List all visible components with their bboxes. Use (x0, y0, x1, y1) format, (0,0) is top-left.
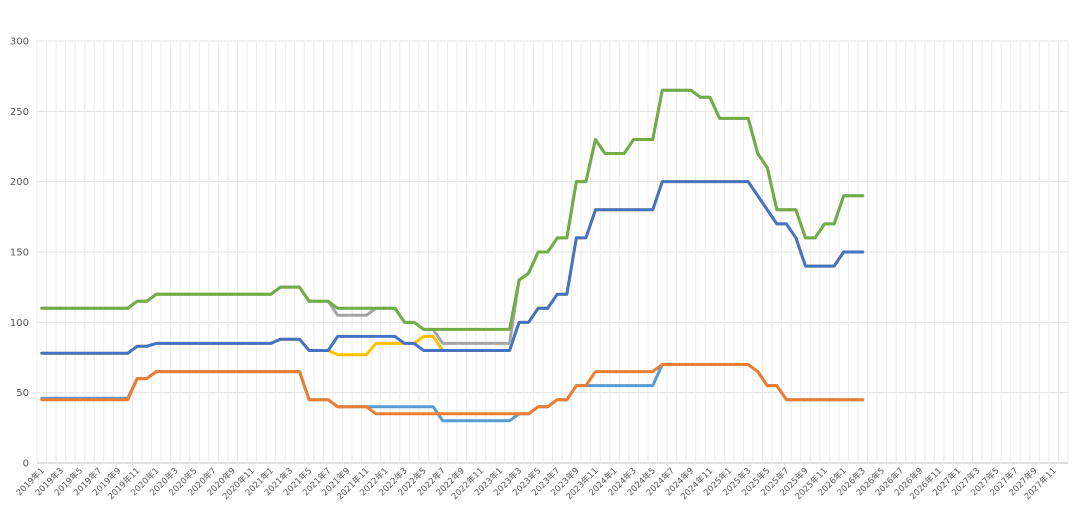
series-line-6 (40, 88, 865, 331)
y-tick-label: 150 (10, 248, 29, 259)
y-tick-label: 200 (10, 177, 29, 188)
y-tick-label: 50 (16, 388, 29, 399)
y-tick-label: 300 (10, 37, 29, 48)
gridlines (36, 40, 1069, 464)
series-lines (40, 88, 865, 423)
y-tick-label: 100 (10, 318, 29, 329)
y-tick-label: 0 (23, 459, 29, 470)
series-line-2 (40, 363, 865, 416)
y-tick-label: 250 (10, 107, 29, 118)
series-line-4 (40, 180, 865, 355)
